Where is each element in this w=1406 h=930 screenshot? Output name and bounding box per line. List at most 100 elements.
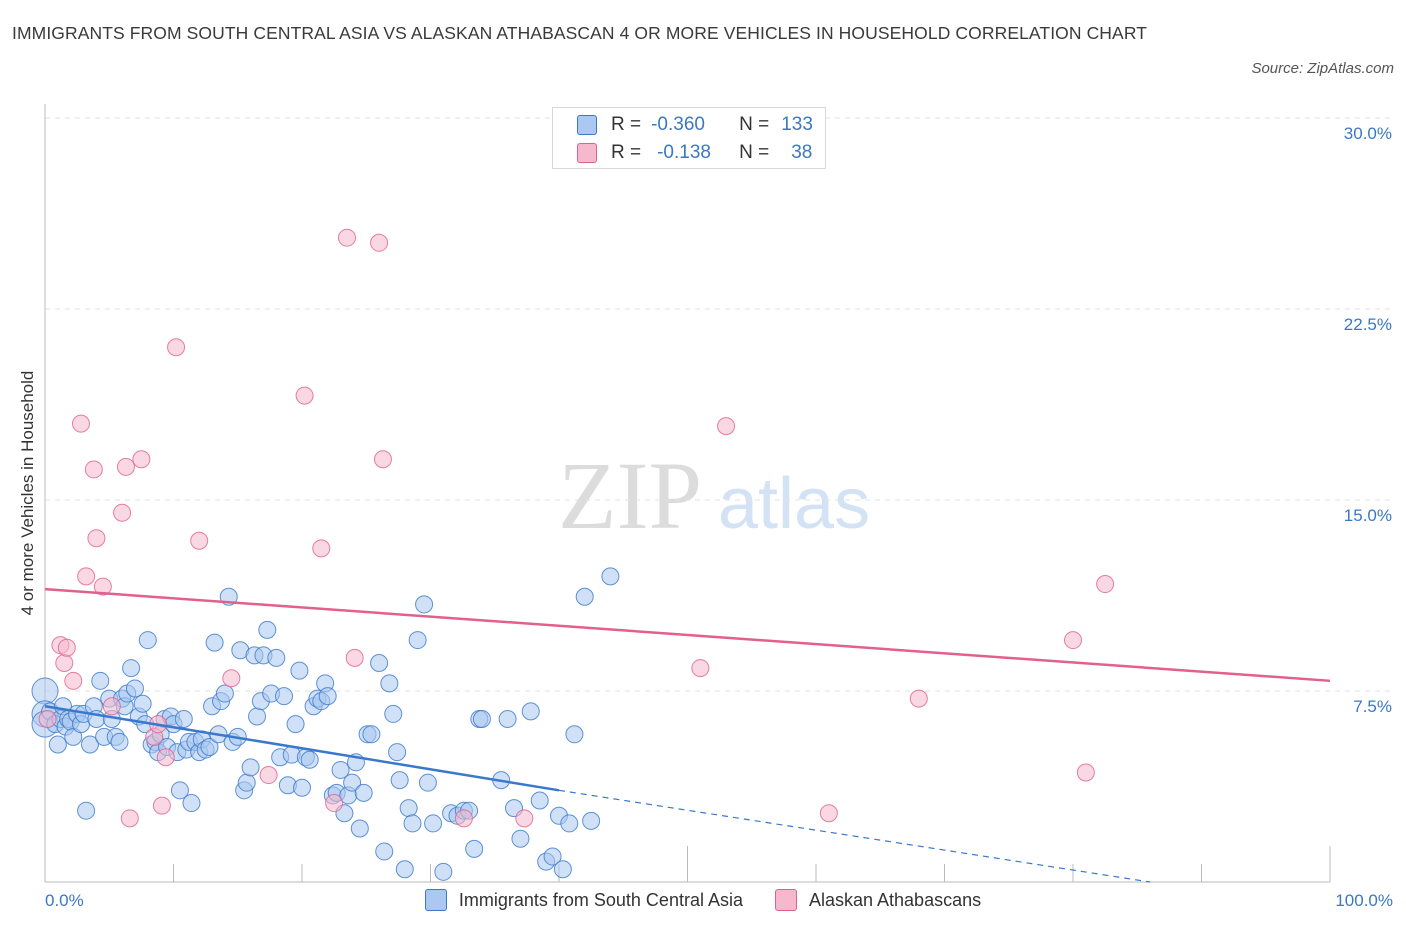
scatter-point-blue [408, 631, 427, 650]
scatter-point-pink [222, 669, 241, 688]
scatter-point-blue [331, 760, 350, 779]
legend-label: Alaskan Athabascans [808, 889, 982, 910]
scatter-point-blue [237, 773, 256, 792]
legend-r-value: -0.138 [657, 142, 711, 163]
scatter-point-pink [87, 529, 106, 548]
scatter-point-blue [370, 653, 389, 672]
scatter-point-blue [553, 860, 572, 879]
scatter-point-blue [170, 781, 189, 800]
scatter-point-blue [215, 684, 234, 703]
y-tick-label-15: 15.0% [1343, 506, 1392, 525]
scatter-point-pink [1096, 575, 1115, 594]
scatter-point-blue [403, 814, 422, 833]
scatter-point-pink [167, 338, 186, 357]
y-tick-label-22-5: 22.5% [1343, 315, 1392, 334]
scatter-point-blue [48, 735, 67, 754]
scatter-point-blue [384, 704, 403, 723]
scatter-point-pink [717, 417, 736, 436]
scatter-point-pink [84, 460, 103, 479]
correlation-legend: R = -0.360 N = 133 R = -0.138 N = 38 [552, 107, 826, 169]
scatter-point-pink [259, 766, 278, 785]
scatter-point-pink [1064, 631, 1082, 650]
x-tick-label-0: 0.0% [45, 891, 84, 910]
scatter-point-blue [575, 587, 594, 606]
y-tick-label-7-5: 7.5% [1353, 697, 1392, 716]
y-tick-label-30: 30.0% [1343, 124, 1392, 143]
scatter-point-blue [200, 738, 219, 757]
legend-row-pink: R = -0.138 N = 38 [577, 141, 812, 165]
scatter-point-blue [286, 715, 305, 734]
scatter-point-blue [375, 842, 394, 861]
scatter-point-blue [248, 707, 267, 726]
scatter-point-blue [530, 791, 549, 810]
scatter-point-pink [102, 697, 121, 716]
scatter-point-pink [93, 577, 112, 596]
legend-swatch-blue [577, 115, 597, 135]
scatter-point-blue [174, 710, 193, 729]
scatter-point-pink [132, 450, 151, 469]
trend-line-extension-blue [558, 789, 1151, 883]
source-label: Source: ZipAtlas.com [1251, 60, 1394, 77]
scatter-point-blue [354, 783, 373, 802]
scatter-point-pink [38, 710, 57, 729]
scatter-point-pink [71, 414, 90, 433]
scatter-point-blue [399, 799, 418, 818]
scatter-point-blue [343, 773, 362, 792]
scatter-point-pink [370, 233, 389, 252]
scatter-point-blue [434, 862, 453, 881]
x-tick-label-100: 100.0% [1335, 891, 1393, 910]
legend-label: Immigrants from South Central Asia [458, 889, 743, 910]
legend-r-value: -0.360 [651, 114, 705, 135]
scatter-point-pink [337, 228, 356, 247]
scatter-point-blue [300, 750, 319, 769]
scatter-point-pink [190, 531, 209, 550]
scatter-point-blue [565, 725, 584, 744]
scatter-point-pink [325, 794, 344, 813]
watermark-zip: ZIP [558, 442, 702, 549]
scatter-point-pink [120, 809, 139, 828]
scatter-point-pink [156, 748, 175, 767]
scatter-point-pink [152, 796, 171, 815]
scatter-point-blue [77, 801, 96, 820]
scatter-point-blue [601, 567, 620, 586]
scatter-point-blue [424, 814, 443, 833]
scatter-point-blue [182, 794, 201, 813]
legend-n-value: 38 [791, 142, 813, 163]
scatter-point-blue [350, 819, 369, 838]
legend-swatch-blue [424, 889, 447, 911]
scatter-point-blue [560, 814, 579, 833]
scatter-point-blue [31, 677, 59, 705]
legend-swatch-pink [577, 143, 597, 163]
scatter-point-pink [57, 638, 76, 657]
scatter-point-blue [258, 620, 277, 639]
scatter-point-pink [373, 450, 392, 469]
scatter-point-blue [511, 829, 530, 848]
scatter-point-pink [454, 809, 473, 828]
scatter-point-pink [1076, 763, 1095, 782]
scatter-point-blue [275, 687, 294, 706]
scatter-point-blue [318, 687, 337, 706]
scatter-point-blue [241, 758, 260, 777]
legend-n-label: N = [739, 142, 770, 163]
legend-swatch-pink [774, 889, 797, 911]
trend-line-blue [44, 705, 560, 792]
scatter-point-blue [110, 732, 129, 751]
scatter-point-blue [125, 679, 144, 698]
scatter-point-blue [362, 725, 381, 744]
scatter-point-blue [122, 659, 141, 678]
legend-n-value: 133 [781, 114, 813, 135]
scatter-point-blue [498, 710, 517, 729]
legend-n-label: N = [739, 114, 770, 135]
legend-item-alaskan-athabascans: Alaskan Athabascans [774, 889, 982, 911]
scatter-point-blue [133, 694, 152, 713]
legend-r-label: R = [611, 142, 642, 163]
scatter-point-blue [418, 773, 437, 792]
scatter-point-pink [116, 457, 135, 476]
scatter-point-blue [380, 674, 399, 693]
scatter-point-blue [465, 839, 484, 858]
scatter-point-blue [472, 710, 491, 729]
series-legend: Immigrants from South Central Asia Alask… [0, 889, 1406, 911]
trend-line-pink [44, 587, 1331, 683]
scatter-point-blue [205, 633, 224, 652]
